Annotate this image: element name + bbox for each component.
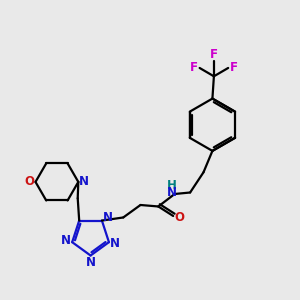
Text: F: F bbox=[210, 48, 218, 62]
Text: N: N bbox=[167, 186, 177, 199]
Text: F: F bbox=[190, 61, 198, 74]
Text: O: O bbox=[25, 176, 34, 188]
Text: N: N bbox=[79, 176, 89, 188]
Text: O: O bbox=[174, 211, 184, 224]
Text: N: N bbox=[85, 256, 96, 268]
Text: H: H bbox=[167, 179, 177, 192]
Text: N: N bbox=[110, 237, 120, 250]
Text: N: N bbox=[61, 234, 71, 247]
Text: N: N bbox=[103, 211, 113, 224]
Text: F: F bbox=[230, 61, 238, 74]
